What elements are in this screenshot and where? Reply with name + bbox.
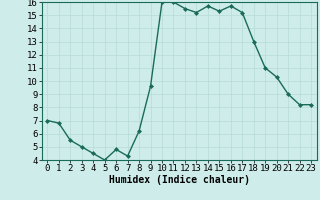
X-axis label: Humidex (Indice chaleur): Humidex (Indice chaleur) [109,175,250,185]
